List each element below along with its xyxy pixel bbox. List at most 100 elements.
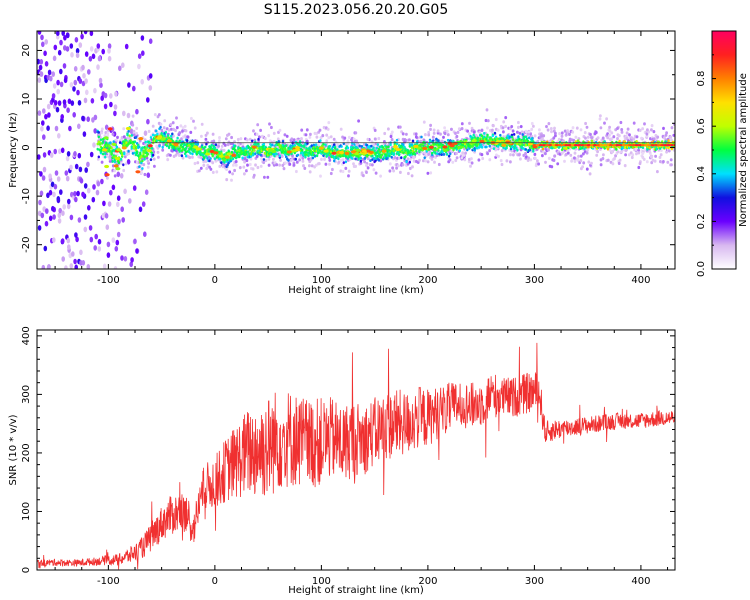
spectrogram-cell (301, 159, 305, 163)
spectrogram-cell (111, 160, 114, 163)
spectrogram-cell (401, 132, 405, 136)
spectrogram-cell (62, 204, 66, 210)
spectrogram-cell (509, 160, 512, 164)
spectrogram-cell (653, 137, 656, 141)
spectrogram-cell (113, 160, 117, 164)
spectrogram-cell (509, 147, 513, 151)
spectrogram-cell (211, 170, 215, 174)
spectrogram-cell (204, 137, 208, 141)
spectrogram-cell (232, 163, 235, 167)
spectrogram-cell (427, 133, 431, 137)
spectrogram-cell (60, 238, 65, 244)
spectrogram-cell (42, 152, 47, 158)
spectrogram-cell (93, 128, 97, 134)
spectrogram-cell (158, 144, 161, 148)
spectrogram-cell (295, 160, 299, 164)
spectrogram-cell (276, 148, 279, 152)
spectrogram-cell (135, 131, 138, 136)
spectrogram-cell (206, 131, 209, 135)
spectrogram-cell (266, 175, 270, 179)
spectrogram-cell (156, 150, 160, 154)
spectrogram-cell (647, 144, 652, 147)
spectrogram-cell (237, 141, 240, 145)
spectrogram-cell (302, 153, 305, 157)
spectrogram-cell (78, 78, 83, 84)
spectrogram-cell (147, 129, 151, 133)
spectrogram-cell (235, 156, 238, 160)
spectrogram-cell (157, 155, 160, 159)
spectrogram-cell (449, 144, 455, 148)
spectrogram-cell (190, 147, 193, 151)
spectrogram-cell (355, 139, 358, 143)
spectrogram-cell (104, 173, 110, 177)
colorbar-tick-label: 0.0 (696, 261, 707, 277)
spectrogram-cell (527, 156, 530, 160)
colorbar-label: Normalized spectral amplitude (738, 73, 749, 227)
spectrogram-cell (371, 163, 374, 167)
spectrogram-cell (205, 166, 209, 171)
spectrogram-cell (174, 128, 177, 133)
spectrogram-cell (99, 82, 103, 88)
spectrogram-cell (49, 152, 54, 158)
spectrogram-cell (52, 191, 56, 198)
spectrogram-cell (113, 169, 116, 173)
spectrogram-cell (352, 146, 355, 150)
spectrogram-cell (667, 139, 670, 143)
spectrogram-cell (151, 153, 155, 157)
spectrogram-cell (328, 144, 332, 148)
spectrogram-cell (131, 152, 135, 155)
snr-series-line (37, 342, 675, 570)
spectrogram-cell (58, 207, 62, 214)
spectrogram-cell (660, 144, 665, 147)
snr-panel: -100 0 100 200 300 400 0 100 200 300 400 Height of… (8, 326, 676, 596)
spectrogram-cell (603, 121, 606, 125)
spectrogram-cell (277, 142, 280, 146)
spectrogram-cell (59, 189, 63, 195)
spectrogram-cell (204, 149, 207, 153)
spectrogram-cell (122, 110, 126, 117)
spectrogram-cell (41, 175, 46, 181)
spectrogram-cell (177, 153, 181, 157)
spectrogram-cell (318, 146, 324, 150)
spectrogram-cell (552, 136, 556, 140)
spectrogram-cell (351, 157, 354, 160)
spectrogram-cell (517, 120, 520, 125)
spectrogram-cell (494, 117, 498, 122)
spectrogram-cell (535, 144, 540, 147)
spectrogram-cell (339, 150, 345, 155)
spectrogram-cell (505, 140, 511, 144)
spectrogram-cell (344, 160, 348, 164)
snr-xtick-label: 200 (418, 576, 437, 587)
spectrogram-cell (563, 129, 567, 133)
spectrogram-cell (625, 136, 629, 141)
spectrogram-cell (132, 129, 136, 133)
spectrogram-cell (346, 156, 350, 159)
spectrogram-cell (422, 120, 426, 124)
spectrogram-cell (373, 149, 376, 153)
spectrogram-cell (427, 130, 431, 135)
spectrogram-cell (74, 232, 78, 238)
spectrogram-cell (164, 131, 168, 134)
spectrogram-cell (141, 159, 144, 163)
spectrogram-cell (262, 142, 266, 146)
spectrogram-cell (331, 167, 334, 172)
snr-xtick-label: 0 (212, 576, 218, 587)
spectrogram-cell (564, 152, 568, 156)
spectrogram-cell (632, 121, 636, 125)
spectrogram-cell (74, 163, 79, 170)
spectrogram-cell (346, 146, 350, 150)
spectrogram-cell (59, 81, 64, 88)
spectrogram-cell (608, 148, 612, 152)
spectrogram-cell (429, 171, 433, 175)
spectrogram-cell (554, 131, 557, 135)
spectrogram-cell (399, 170, 402, 174)
spectrogram-cell (62, 99, 67, 105)
spectrogram-cell (637, 165, 641, 170)
spectrogram-cell (191, 144, 194, 148)
spectrogram-cell (114, 156, 120, 161)
spectrogram-cell (590, 136, 594, 140)
spectrogram-cell (170, 149, 174, 153)
spectrogram-cell (429, 123, 432, 127)
spectrogram-cell (602, 153, 605, 157)
spectrogram-cell (72, 86, 76, 92)
